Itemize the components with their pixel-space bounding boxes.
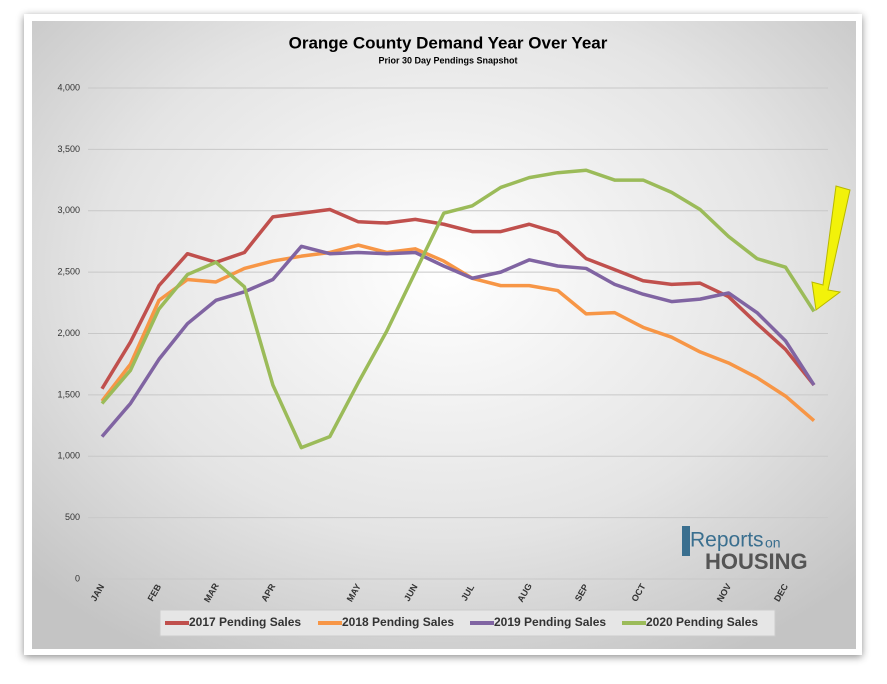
y-tick-label: 3,500: [57, 144, 80, 154]
logo-text: Reports: [690, 529, 764, 552]
legend-label: 2017 Pending Sales: [189, 615, 301, 629]
plot-background: [32, 21, 856, 649]
legend-label: 2019 Pending Sales: [494, 615, 606, 629]
legend: [159, 609, 776, 637]
y-tick-label: 4,000: [57, 82, 80, 92]
y-tick-label: 500: [65, 512, 80, 522]
y-tick-label: 0: [75, 573, 80, 583]
arrow: [811, 185, 851, 311]
logo: Reports on HOUSING: [682, 526, 808, 574]
chart-subtitle: Prior 30 Day Pendings Snapshot: [378, 55, 517, 65]
legend-label: 2020 Pending Sales: [646, 615, 758, 629]
y-tick-label: 2,000: [57, 328, 80, 338]
logo-icon: [682, 526, 690, 556]
series-line: [100, 243, 816, 422]
series-line: [100, 244, 816, 438]
legend-label: 2018 Pending Sales: [342, 615, 454, 629]
logo-text: HOUSING: [705, 549, 808, 574]
y-tick-label: 2,500: [57, 267, 80, 277]
series-line: [100, 168, 816, 450]
series-line: [100, 207, 816, 390]
y-tick-label: 1,500: [57, 389, 80, 399]
y-tick-label: 1,000: [57, 451, 80, 461]
logo-text: on: [765, 535, 781, 551]
chart-title: Orange County Demand Year Over Year: [289, 33, 608, 52]
y-tick-label: 3,000: [57, 205, 80, 215]
